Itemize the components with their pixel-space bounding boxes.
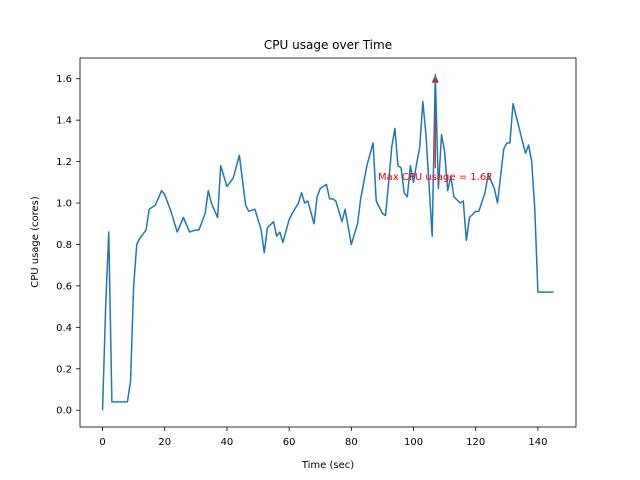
y-tick-label: 0.2 — [56, 364, 72, 375]
cpu-usage-series-line — [101, 73, 554, 411]
y-axis-label: CPU usage (cores) — [30, 196, 41, 288]
annotation-label: Max CPU usage = 1.62 — [378, 172, 493, 183]
y-tick-label: 0.0 — [56, 406, 72, 417]
x-tick-label: 60 — [283, 437, 296, 448]
y-tick-label: 1.2 — [56, 157, 72, 168]
x-tick-label: 80 — [345, 437, 358, 448]
chart-title: CPU usage over Time — [264, 38, 392, 52]
x-tick-label: 140 — [528, 437, 547, 448]
y-tick-label: 1.0 — [56, 199, 72, 210]
plot-frame — [79, 57, 577, 428]
x-tick-label: 40 — [221, 437, 234, 448]
y-tick-label: 0.6 — [56, 281, 72, 292]
y-tick-label: 1.6 — [56, 74, 72, 85]
x-tick-label: 120 — [466, 437, 485, 448]
x-axis-label: Time (sec) — [301, 460, 354, 471]
line-layer — [101, 73, 554, 411]
x-tick-label: 20 — [158, 437, 171, 448]
plot-area — [79, 57, 577, 428]
x-axis: 0 20 40 60 80 100 120 140 — [99, 427, 547, 448]
y-tick-label: 1.4 — [56, 116, 72, 127]
y-tick-label: 0.4 — [56, 323, 72, 334]
y-axis: 0.0 0.2 0.4 0.6 0.8 1.0 1.2 1.4 1.6 — [56, 74, 80, 417]
y-tick-label: 0.8 — [56, 240, 72, 251]
x-tick-label: 0 — [99, 437, 105, 448]
x-tick-label: 100 — [404, 437, 423, 448]
